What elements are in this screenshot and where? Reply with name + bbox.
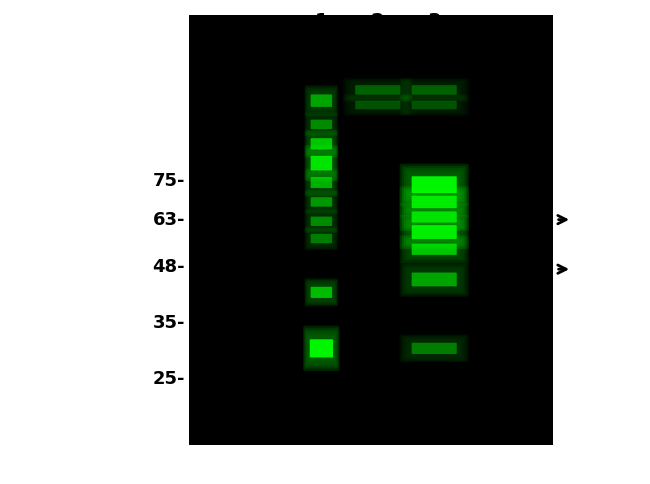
FancyBboxPatch shape xyxy=(306,280,337,305)
FancyBboxPatch shape xyxy=(307,133,336,155)
FancyBboxPatch shape xyxy=(404,190,464,214)
FancyBboxPatch shape xyxy=(406,220,462,244)
FancyBboxPatch shape xyxy=(304,168,338,197)
FancyBboxPatch shape xyxy=(411,85,457,95)
FancyBboxPatch shape xyxy=(402,237,467,262)
FancyBboxPatch shape xyxy=(304,278,338,306)
FancyBboxPatch shape xyxy=(406,170,462,199)
Text: 75-: 75- xyxy=(153,172,185,190)
FancyBboxPatch shape xyxy=(400,203,469,231)
FancyBboxPatch shape xyxy=(304,227,338,250)
FancyBboxPatch shape xyxy=(355,85,400,95)
FancyBboxPatch shape xyxy=(304,210,338,233)
Text: 1: 1 xyxy=(315,13,328,31)
FancyBboxPatch shape xyxy=(311,177,332,188)
FancyBboxPatch shape xyxy=(306,87,337,115)
FancyBboxPatch shape xyxy=(304,85,338,116)
FancyBboxPatch shape xyxy=(402,217,467,247)
FancyBboxPatch shape xyxy=(307,171,336,194)
FancyBboxPatch shape xyxy=(411,101,457,109)
FancyBboxPatch shape xyxy=(304,112,338,136)
FancyBboxPatch shape xyxy=(311,94,332,107)
Text: 2: 2 xyxy=(371,13,385,31)
FancyBboxPatch shape xyxy=(402,166,467,203)
FancyBboxPatch shape xyxy=(311,120,332,129)
Text: 3: 3 xyxy=(428,13,441,31)
FancyBboxPatch shape xyxy=(411,225,457,239)
FancyBboxPatch shape xyxy=(304,130,338,158)
FancyBboxPatch shape xyxy=(306,114,337,135)
Text: 35-: 35- xyxy=(153,314,185,332)
FancyBboxPatch shape xyxy=(411,212,457,223)
FancyBboxPatch shape xyxy=(404,238,464,260)
FancyBboxPatch shape xyxy=(309,339,333,357)
FancyBboxPatch shape xyxy=(400,186,469,217)
FancyBboxPatch shape xyxy=(400,235,469,263)
FancyBboxPatch shape xyxy=(402,264,467,295)
FancyBboxPatch shape xyxy=(311,138,332,150)
FancyBboxPatch shape xyxy=(411,176,457,193)
FancyBboxPatch shape xyxy=(404,168,464,201)
FancyBboxPatch shape xyxy=(306,211,337,232)
FancyBboxPatch shape xyxy=(306,333,336,363)
FancyBboxPatch shape xyxy=(400,334,469,363)
FancyBboxPatch shape xyxy=(307,151,335,176)
FancyBboxPatch shape xyxy=(400,164,469,206)
FancyBboxPatch shape xyxy=(311,287,332,298)
FancyBboxPatch shape xyxy=(306,331,337,366)
FancyBboxPatch shape xyxy=(307,149,336,178)
FancyBboxPatch shape xyxy=(311,156,332,170)
FancyBboxPatch shape xyxy=(304,145,338,182)
FancyBboxPatch shape xyxy=(400,215,469,249)
FancyBboxPatch shape xyxy=(306,170,337,195)
FancyBboxPatch shape xyxy=(307,281,336,303)
FancyBboxPatch shape xyxy=(400,262,469,297)
FancyBboxPatch shape xyxy=(402,188,467,216)
FancyBboxPatch shape xyxy=(411,343,457,354)
FancyBboxPatch shape xyxy=(306,131,337,156)
FancyBboxPatch shape xyxy=(402,204,467,229)
FancyBboxPatch shape xyxy=(404,206,464,228)
FancyBboxPatch shape xyxy=(311,234,332,243)
FancyBboxPatch shape xyxy=(303,326,339,371)
FancyBboxPatch shape xyxy=(306,147,337,180)
Text: 63-: 63- xyxy=(153,211,185,228)
FancyBboxPatch shape xyxy=(355,101,400,109)
FancyBboxPatch shape xyxy=(406,191,462,212)
FancyBboxPatch shape xyxy=(311,216,332,226)
FancyBboxPatch shape xyxy=(306,191,337,212)
FancyBboxPatch shape xyxy=(304,328,339,368)
Text: 25-: 25- xyxy=(153,370,185,388)
Text: 48-: 48- xyxy=(153,258,185,276)
FancyBboxPatch shape xyxy=(411,196,457,208)
FancyBboxPatch shape xyxy=(411,243,457,255)
FancyBboxPatch shape xyxy=(411,272,457,287)
FancyBboxPatch shape xyxy=(311,197,332,207)
FancyBboxPatch shape xyxy=(404,218,464,246)
FancyBboxPatch shape xyxy=(304,190,338,214)
